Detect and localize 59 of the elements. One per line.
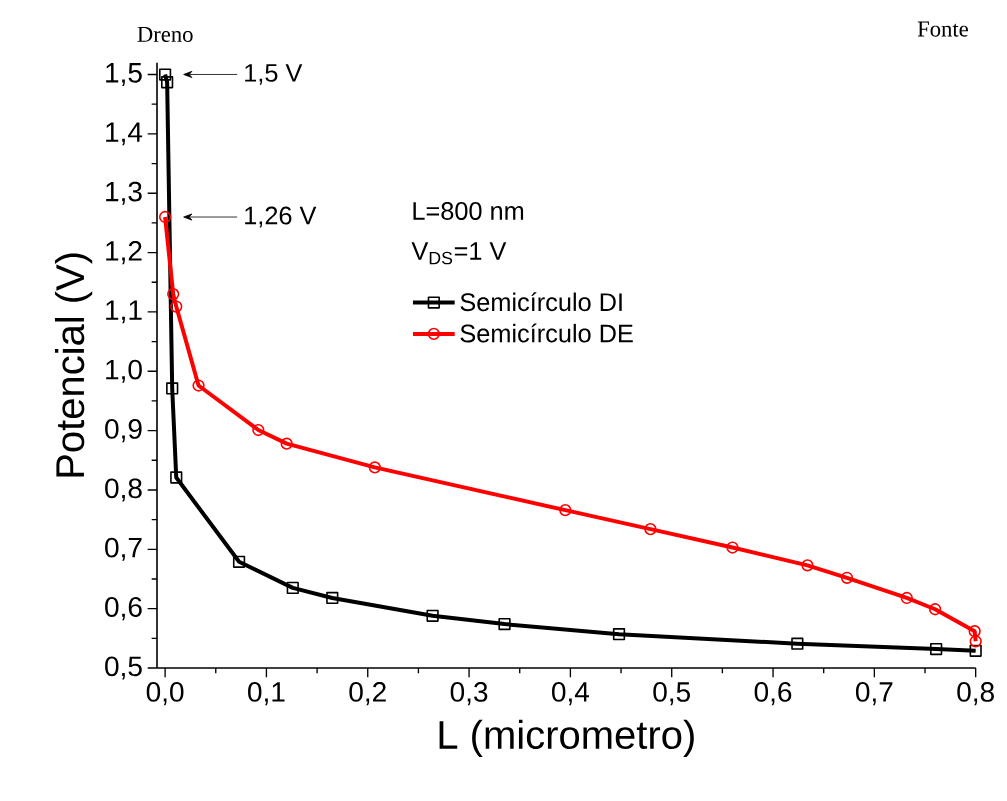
annotation: V$_{DS}$=1 V (411, 242, 507, 265)
y-tick-label: 1,0 (106, 359, 142, 383)
point (969, 635, 982, 648)
annotation: 1,26 V (245, 206, 317, 228)
y-tick-label: 0,9 (105, 419, 142, 443)
point (158, 210, 172, 224)
point (929, 603, 942, 616)
text: Dreno (137, 26, 193, 42)
point (801, 559, 814, 572)
annotation: 1,5 V (245, 64, 303, 85)
y-axis-title: Potencial (V) (54, 253, 93, 477)
point (170, 471, 183, 484)
x-tick-label: 0,7 (855, 682, 893, 706)
point (969, 644, 982, 657)
y-tick-label: 1,1 (106, 300, 142, 324)
point (791, 637, 804, 650)
point (161, 76, 174, 89)
x-axis-title: L (micrometro) (439, 719, 694, 757)
point (167, 287, 180, 301)
x-tick-label: 0,3 (450, 682, 488, 706)
point (170, 300, 183, 313)
point (166, 382, 179, 395)
y-tick-label: 1,3 (106, 181, 142, 205)
x-tick-label: 0,0 (146, 682, 184, 706)
point (900, 591, 913, 605)
point (426, 609, 439, 622)
point (968, 625, 981, 638)
y-tick-label: 0,5 (105, 656, 142, 680)
y-tick-label: 1,4 (106, 122, 143, 146)
x-tick-label: 0,2 (349, 682, 386, 706)
legend-label: Semicírculo DI (460, 292, 622, 312)
point (498, 617, 511, 631)
point (612, 628, 626, 641)
x-tick-label: 0,4 (552, 682, 590, 706)
point (840, 571, 854, 584)
text: Fonte (917, 21, 968, 37)
point (252, 423, 265, 437)
y-tick-label: 0,7 (105, 537, 142, 561)
y-tick-label: 1,5 (106, 63, 142, 86)
x-tick-label: 0,8 (957, 682, 994, 706)
point (286, 581, 299, 595)
point (930, 642, 943, 656)
annotation: L=800 nm (413, 202, 524, 220)
legend-label: Semicírculo DE (460, 323, 633, 343)
y-tick-label: 0,6 (105, 597, 142, 621)
point (158, 68, 172, 81)
y-tick-label: 0,8 (105, 478, 142, 502)
y-tick-label: 1,2 (106, 241, 142, 265)
point (644, 523, 657, 536)
point (726, 541, 739, 554)
point (559, 504, 572, 517)
point (232, 555, 246, 568)
x-tick-label: 0,5 (653, 682, 690, 706)
point (280, 437, 293, 450)
point (368, 461, 381, 474)
x-tick-label: 0,1 (248, 682, 285, 706)
point (192, 379, 205, 392)
x-tick-label: 0,6 (754, 682, 792, 706)
point (326, 591, 339, 605)
